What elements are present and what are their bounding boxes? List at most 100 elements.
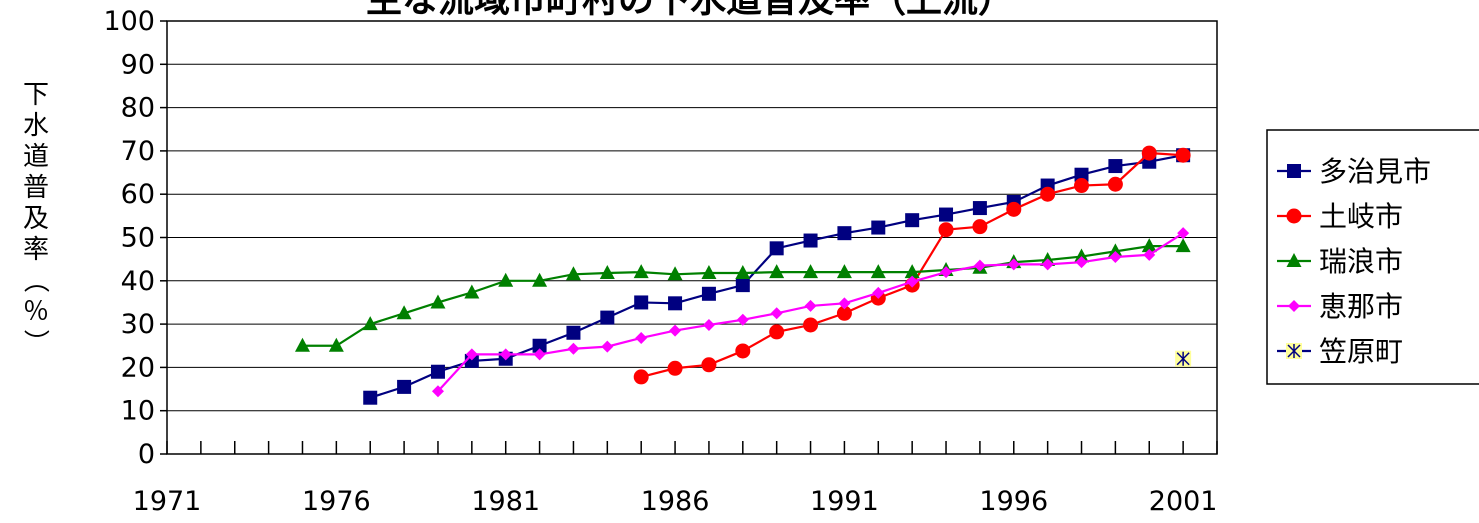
data-point <box>567 342 580 355</box>
data-point <box>973 259 986 272</box>
data-point <box>735 265 751 280</box>
x-tick-label: 2001 <box>1149 486 1218 517</box>
data-point <box>1177 227 1190 240</box>
data-point <box>1108 159 1123 174</box>
data-point <box>769 241 784 256</box>
data-point <box>872 286 885 299</box>
y-tick-label: 10 <box>121 396 155 427</box>
data-point <box>430 364 445 379</box>
data-point <box>498 272 514 287</box>
data-point <box>533 348 546 361</box>
legend-entry: 恵那市 <box>1277 290 1403 323</box>
data-point <box>1074 178 1090 194</box>
legend-marker <box>1288 300 1300 312</box>
data-point <box>803 317 819 333</box>
y-tick-label: 80 <box>121 93 155 124</box>
data-point <box>804 299 817 312</box>
data-point <box>566 325 581 340</box>
y-tick-label: 100 <box>103 6 155 37</box>
data-point <box>702 318 715 331</box>
data-point <box>328 337 344 352</box>
x-tick-label: 1976 <box>302 486 371 517</box>
legend-marker <box>1287 164 1301 178</box>
legend-box <box>1266 129 1479 385</box>
data-point <box>565 266 581 281</box>
data-point <box>499 348 512 361</box>
y-axis-label-glyph: ） <box>20 329 50 355</box>
data-point <box>871 220 886 235</box>
data-point <box>905 213 920 228</box>
data-point <box>633 264 649 279</box>
data-point <box>1175 238 1191 253</box>
data-point <box>769 264 785 279</box>
y-axis-label: 下水道普及率（ ％） <box>20 80 50 355</box>
data-point <box>635 331 648 344</box>
y-axis-label-glyph: ％ <box>23 297 49 327</box>
data-point <box>1040 186 1056 202</box>
data-point <box>736 313 749 326</box>
data-point <box>1141 238 1157 253</box>
data-point <box>1041 258 1054 271</box>
data-point <box>939 207 954 222</box>
data-point <box>431 385 444 398</box>
legend-entry: 瑞浪市 <box>1277 245 1403 278</box>
data-point <box>1007 258 1020 271</box>
data-point <box>532 272 548 287</box>
y-axis: 0 10 20 30 40 50 60 70 80 90 100 <box>103 6 167 470</box>
data-point <box>669 324 682 337</box>
y-axis-label-glyph: 率 <box>23 235 49 265</box>
data-point <box>1107 176 1123 192</box>
data-point <box>701 265 717 280</box>
data-point <box>396 305 412 320</box>
y-tick-label: 0 <box>138 439 155 470</box>
data-point <box>464 284 480 299</box>
data-point <box>601 340 614 353</box>
y-axis-label-glyph: 水 <box>23 111 49 141</box>
legend-entry: 多治見市 <box>1277 155 1431 188</box>
data-point <box>1006 201 1022 217</box>
legend-marker <box>1286 253 1302 267</box>
data-point <box>633 369 649 385</box>
y-axis-label-glyph: 下 <box>23 80 49 110</box>
data-point <box>940 266 953 279</box>
data-point <box>430 294 446 309</box>
data-point <box>1075 256 1088 269</box>
legend-label: 笠原町 <box>1319 335 1403 368</box>
y-axis-label-glyph: 道 <box>23 142 49 172</box>
series-layer <box>294 145 1192 405</box>
y-tick-label: 50 <box>121 223 155 254</box>
data-point <box>1074 248 1090 263</box>
data-point <box>701 357 717 373</box>
legend-label: 多治見市 <box>1319 155 1431 188</box>
legend-label: 土岐市 <box>1319 200 1403 233</box>
data-point <box>837 226 852 241</box>
data-point <box>836 264 852 279</box>
y-tick-label: 40 <box>121 266 155 297</box>
legend-marker <box>1286 208 1302 224</box>
x-tick-label: 1991 <box>810 486 879 517</box>
x-tick-label: 1996 <box>979 486 1048 517</box>
data-point <box>938 222 954 238</box>
data-point <box>1074 167 1089 182</box>
data-point <box>667 266 683 281</box>
gridlines <box>167 63 1217 412</box>
x-axis: 1971 1976 1981 1986 1991 1996 2001 <box>133 441 1218 517</box>
legend-entry: 笠原町 <box>1277 335 1403 368</box>
series-3 <box>294 238 1191 352</box>
data-point <box>770 307 783 320</box>
chart-title: 主な流域市町村の下水道普及率（上流） <box>366 0 1014 21</box>
legend-entry: 土岐市 <box>1277 200 1403 233</box>
data-point <box>735 343 751 359</box>
data-point <box>397 379 412 394</box>
y-tick-label: 60 <box>121 179 155 210</box>
legend-label: 瑞浪市 <box>1319 245 1403 278</box>
data-point <box>532 338 547 353</box>
x-tick-label: 1971 <box>133 486 202 517</box>
legend-marker <box>1286 343 1302 359</box>
legend-label: 恵那市 <box>1319 290 1403 323</box>
x-tick-label: 1986 <box>641 486 710 517</box>
y-tick-label: 90 <box>121 49 155 80</box>
data-point <box>599 265 615 280</box>
y-axis-label-glyph: 及 <box>23 204 49 234</box>
